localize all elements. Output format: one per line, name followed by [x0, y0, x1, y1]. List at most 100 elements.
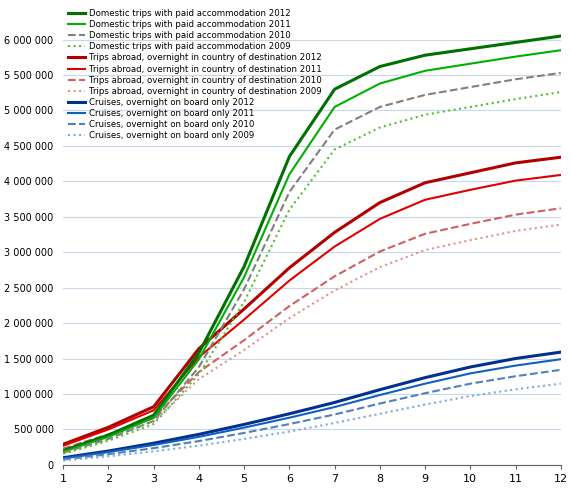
Domestic trips with paid accommodation 2010: [331, 127, 338, 133]
Domestic trips with paid accommodation 2012: [286, 154, 293, 160]
Cruises, overnight on board only 2009: [286, 428, 293, 434]
Domestic trips with paid accommodation 2009: [150, 421, 157, 427]
Cruises, overnight on board only 2010: [286, 421, 293, 427]
Cruises, overnight on board only 2009: [467, 393, 474, 399]
Trips abroad, overnight in country of destination 2009: [196, 376, 202, 382]
Cruises, overnight on board only 2009: [105, 453, 112, 459]
Domestic trips with paid accommodation 2010: [105, 436, 112, 442]
Domestic trips with paid accommodation 2009: [105, 438, 112, 444]
Domestic trips with paid accommodation 2012: [331, 86, 338, 92]
Cruises, overnight on board only 2009: [60, 458, 67, 464]
Cruises, overnight on board only 2009: [422, 402, 428, 407]
Trips abroad, overnight in country of destination 2009: [241, 347, 248, 353]
Cruises, overnight on board only 2009: [331, 420, 338, 426]
Trips abroad, overnight in country of destination 2010: [241, 337, 248, 343]
Cruises, overnight on board only 2009: [196, 443, 202, 448]
Trips abroad, overnight in country of destination 2012: [60, 441, 67, 447]
Domestic trips with paid accommodation 2010: [512, 76, 519, 82]
Cruises, overnight on board only 2011: [512, 363, 519, 368]
Line: Cruises, overnight on board only 2009: Cruises, overnight on board only 2009: [63, 384, 561, 461]
Domestic trips with paid accommodation 2011: [60, 449, 67, 455]
Trips abroad, overnight in country of destination 2012: [105, 425, 112, 430]
Cruises, overnight on board only 2009: [376, 411, 383, 417]
Trips abroad, overnight in country of destination 2012: [196, 346, 202, 351]
Domestic trips with paid accommodation 2012: [60, 447, 67, 453]
Cruises, overnight on board only 2010: [241, 430, 248, 436]
Trips abroad, overnight in country of destination 2009: [467, 237, 474, 243]
Cruises, overnight on board only 2009: [557, 381, 564, 386]
Trips abroad, overnight in country of destination 2009: [557, 222, 564, 227]
Domestic trips with paid accommodation 2012: [105, 432, 112, 438]
Cruises, overnight on board only 2011: [150, 442, 157, 448]
Cruises, overnight on board only 2010: [105, 451, 112, 457]
Line: Cruises, overnight on board only 2010: Cruises, overnight on board only 2010: [63, 370, 561, 460]
Cruises, overnight on board only 2011: [467, 370, 474, 376]
Domestic trips with paid accommodation 2009: [467, 104, 474, 110]
Cruises, overnight on board only 2011: [196, 434, 202, 440]
Cruises, overnight on board only 2012: [105, 448, 112, 454]
Cruises, overnight on board only 2010: [196, 438, 202, 444]
Domestic trips with paid accommodation 2012: [422, 52, 428, 58]
Trips abroad, overnight in country of destination 2011: [196, 354, 202, 360]
Domestic trips with paid accommodation 2011: [241, 274, 248, 280]
Trips abroad, overnight in country of destination 2010: [376, 248, 383, 254]
Cruises, overnight on board only 2011: [286, 415, 293, 421]
Trips abroad, overnight in country of destination 2011: [105, 427, 112, 432]
Domestic trips with paid accommodation 2012: [467, 46, 474, 52]
Domestic trips with paid accommodation 2011: [105, 434, 112, 440]
Domestic trips with paid accommodation 2011: [422, 68, 428, 74]
Domestic trips with paid accommodation 2009: [286, 207, 293, 213]
Line: Domestic trips with paid accommodation 2010: Domestic trips with paid accommodation 2…: [63, 73, 561, 453]
Trips abroad, overnight in country of destination 2009: [60, 447, 67, 452]
Domestic trips with paid accommodation 2011: [286, 171, 293, 177]
Cruises, overnight on board only 2009: [150, 448, 157, 454]
Cruises, overnight on board only 2010: [422, 390, 428, 396]
Cruises, overnight on board only 2009: [512, 386, 519, 392]
Line: Domestic trips with paid accommodation 2012: Domestic trips with paid accommodation 2…: [63, 36, 561, 450]
Domestic trips with paid accommodation 2012: [196, 350, 202, 356]
Cruises, overnight on board only 2010: [512, 373, 519, 379]
Domestic trips with paid accommodation 2009: [241, 299, 248, 305]
Trips abroad, overnight in country of destination 2011: [422, 197, 428, 203]
Line: Trips abroad, overnight in country of destination 2011: Trips abroad, overnight in country of de…: [63, 175, 561, 446]
Trips abroad, overnight in country of destination 2011: [376, 216, 383, 222]
Domestic trips with paid accommodation 2010: [467, 84, 474, 90]
Line: Cruises, overnight on board only 2012: Cruises, overnight on board only 2012: [63, 352, 561, 458]
Cruises, overnight on board only 2012: [60, 455, 67, 461]
Domestic trips with paid accommodation 2010: [241, 286, 248, 292]
Cruises, overnight on board only 2011: [331, 404, 338, 410]
Cruises, overnight on board only 2010: [557, 367, 564, 373]
Cruises, overnight on board only 2012: [150, 440, 157, 446]
Domestic trips with paid accommodation 2011: [376, 81, 383, 86]
Cruises, overnight on board only 2010: [467, 381, 474, 386]
Domestic trips with paid accommodation 2009: [196, 371, 202, 377]
Trips abroad, overnight in country of destination 2012: [376, 200, 383, 205]
Domestic trips with paid accommodation 2009: [60, 451, 67, 457]
Cruises, overnight on board only 2012: [241, 422, 248, 427]
Line: Domestic trips with paid accommodation 2009: Domestic trips with paid accommodation 2…: [63, 92, 561, 454]
Domestic trips with paid accommodation 2011: [557, 47, 564, 53]
Trips abroad, overnight in country of destination 2012: [331, 229, 338, 235]
Cruises, overnight on board only 2012: [512, 356, 519, 362]
Cruises, overnight on board only 2011: [376, 392, 383, 398]
Trips abroad, overnight in country of destination 2011: [331, 244, 338, 249]
Cruises, overnight on board only 2009: [241, 436, 248, 442]
Cruises, overnight on board only 2010: [376, 401, 383, 407]
Trips abroad, overnight in country of destination 2011: [60, 443, 67, 448]
Trips abroad, overnight in country of destination 2012: [557, 154, 564, 160]
Cruises, overnight on board only 2012: [376, 387, 383, 393]
Line: Cruises, overnight on board only 2011: Cruises, overnight on board only 2011: [63, 359, 561, 458]
Domestic trips with paid accommodation 2011: [467, 61, 474, 67]
Domestic trips with paid accommodation 2012: [512, 40, 519, 45]
Trips abroad, overnight in country of destination 2010: [557, 205, 564, 211]
Domestic trips with paid accommodation 2010: [422, 92, 428, 98]
Domestic trips with paid accommodation 2010: [557, 70, 564, 76]
Trips abroad, overnight in country of destination 2010: [196, 369, 202, 375]
Trips abroad, overnight in country of destination 2009: [286, 315, 293, 321]
Domestic trips with paid accommodation 2010: [150, 418, 157, 424]
Cruises, overnight on board only 2011: [105, 449, 112, 455]
Trips abroad, overnight in country of destination 2009: [331, 287, 338, 293]
Domestic trips with paid accommodation 2010: [196, 364, 202, 370]
Domestic trips with paid accommodation 2009: [376, 124, 383, 130]
Trips abroad, overnight in country of destination 2010: [60, 446, 67, 451]
